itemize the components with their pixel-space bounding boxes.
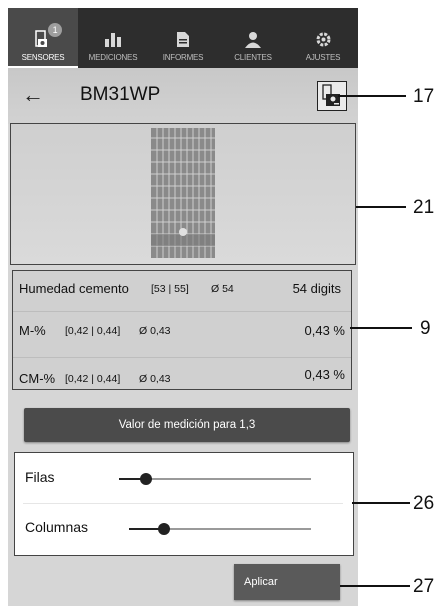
rows-slider-track[interactable] xyxy=(119,478,311,480)
callout-number: 17 xyxy=(413,86,435,107)
report-icon xyxy=(172,29,194,49)
callout-line xyxy=(338,95,406,97)
callout-number: 21 xyxy=(413,197,435,218)
rows-slider-thumb[interactable] xyxy=(139,472,152,485)
tab-label: MEDICIONES xyxy=(88,53,138,62)
phone-screen: 1 SENSORES MEDICIONES INFORMES CLIENTES xyxy=(8,8,358,606)
tab-label: INFORMES xyxy=(162,53,204,62)
row-average: Ø 0,43 xyxy=(139,373,171,385)
tab-informes[interactable]: INFORMES xyxy=(148,8,218,68)
columns-label: Columnas xyxy=(25,519,89,535)
row-average: Ø 54 xyxy=(211,283,234,295)
callout-line xyxy=(340,585,410,587)
row-label: M-% xyxy=(19,323,46,338)
row-range: [0,42 | 0,44] xyxy=(65,325,121,337)
row-value: 0,43 % xyxy=(304,323,345,338)
columns-slider-thumb[interactable] xyxy=(157,522,170,535)
apply-button[interactable]: Aplicar xyxy=(234,564,340,600)
row-m-percent: M-% [0,42 | 0,44] Ø 0,43 0,43 % xyxy=(13,311,351,353)
rows-label: Filas xyxy=(25,469,55,485)
page-header: ← BM31WP xyxy=(8,68,358,124)
callout-line xyxy=(356,206,406,208)
sensor-view-panel xyxy=(10,123,356,265)
row-cm-percent: CM-% [0,42 | 0,44] Ø 0,43 0,43 % xyxy=(13,357,351,389)
tab-bar: 1 SENSORES MEDICIONES INFORMES CLIENTES xyxy=(8,8,358,68)
row-value: 0,43 % xyxy=(304,367,345,382)
row-label: Humedad cemento xyxy=(19,281,129,296)
divider xyxy=(13,357,351,358)
callout-line xyxy=(350,327,412,329)
bar-chart-icon xyxy=(102,29,124,49)
divider xyxy=(13,311,351,312)
tab-mediciones[interactable]: MEDICIONES xyxy=(78,8,148,68)
measurement-value-button[interactable]: Valor de medición para 1,3 xyxy=(24,408,350,442)
row-range: [0,42 | 0,44] xyxy=(65,373,121,385)
rows-slider-fill xyxy=(119,477,146,480)
notification-badge: 1 xyxy=(48,23,62,37)
callout-line xyxy=(352,502,410,504)
columns-slider-fill xyxy=(129,527,164,530)
row-range: [53 | 55] xyxy=(151,283,189,295)
row-average: Ø 0,43 xyxy=(139,325,171,337)
page-title: BM31WP xyxy=(80,84,161,105)
tab-label: CLIENTES xyxy=(234,53,272,62)
tab-label: AJUSTES xyxy=(305,53,341,62)
gear-icon xyxy=(312,29,334,49)
slider-panel: Filas Columnas xyxy=(14,452,354,556)
row-value: 54 digits xyxy=(292,281,341,296)
tab-clientes[interactable]: CLIENTES xyxy=(218,8,288,68)
clients-icon xyxy=(242,29,264,49)
row-humedad: Humedad cemento [53 | 55] Ø 54 54 digits xyxy=(13,271,351,307)
back-arrow-icon[interactable]: ← xyxy=(22,82,44,107)
sensor-icon: 1 xyxy=(32,23,62,49)
columns-slider-track[interactable] xyxy=(129,528,311,530)
record-icon xyxy=(322,84,340,106)
callout-number: 26 xyxy=(413,493,435,514)
tab-sensores[interactable]: 1 SENSORES xyxy=(8,8,78,68)
measurement-values-panel: Humedad cemento [53 | 55] Ø 54 54 digits… xyxy=(12,270,352,390)
sensor-grid xyxy=(151,128,215,263)
row-label: CM-% xyxy=(19,371,56,386)
tab-ajustes[interactable]: AJUSTES xyxy=(288,8,358,68)
callout-number: 27 xyxy=(413,576,435,597)
callout-number: 9 xyxy=(420,318,431,339)
tab-label: SENSORES xyxy=(21,53,65,62)
divider xyxy=(23,503,343,504)
